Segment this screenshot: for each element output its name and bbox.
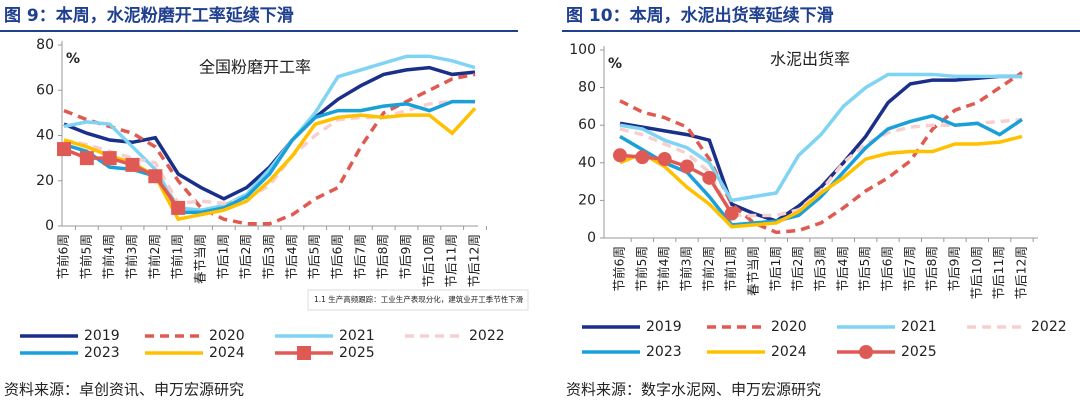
point [702,170,717,185]
x-tick-label: 节后7周 [352,234,367,279]
x-tick-label: 节后8周 [924,246,939,291]
y-unit: % [608,56,622,72]
x-tick-label: 节前6周 [612,246,627,291]
chart-title: 图 10：本周，水泥出货率延续下滑 [566,5,834,26]
x-tick-label: 节后12周 [1014,246,1029,299]
x-tick-label: 节前1周 [723,246,738,291]
y-tick-label: 40 [578,155,596,171]
x-tick-label: 节后5周 [307,234,322,279]
point [680,159,694,174]
legend-label: 2019 [646,319,682,335]
point [148,169,163,184]
x-tick-label: 节后1周 [768,246,783,291]
point [79,151,94,166]
overlay-note: 1.1 生产高频跟踪：工业生产表现分化，建筑业开工季节性下滑 [314,294,524,304]
point [125,157,140,172]
x-tick-label: 节后10周 [969,246,984,299]
x-tick-label: 节后4周 [284,234,299,279]
x-tick-label: 节前4周 [101,234,116,279]
chart-title: 图 9：本周，水泥粉磨开工率延续下滑 [4,5,294,26]
x-tick-label: 节前2周 [701,246,716,291]
legend-label: 2020 [771,319,807,335]
y-tick-label: 80 [36,37,54,53]
x-tick-label: 节后5周 [857,246,872,291]
legend-label: 2022 [1031,319,1067,335]
point [171,200,186,215]
legend-label: 2022 [469,328,505,344]
x-tick-label: 节后11周 [444,234,459,287]
x-tick-label: 节后2周 [238,234,253,279]
series-line [619,72,1022,203]
series-line [63,54,476,212]
legend-label: 2021 [339,328,375,344]
x-tick-label: 节后6周 [330,234,345,279]
series-line [63,72,476,226]
legend-label: 2025 [901,344,937,360]
legend-marker [297,346,311,360]
title-rule [562,30,1080,32]
legend-label: 2023 [84,345,120,361]
x-tick-label: 节后8周 [375,234,390,279]
y-tick-label: 100 [569,42,596,58]
x-tick-label: 节后9周 [398,234,413,279]
point [724,206,739,221]
point [57,142,71,157]
annotation: 水泥出货率 [770,50,850,69]
x-tick-label: 节后9周 [947,246,962,291]
source: 资料来源：数字水泥网、申万宏源研究 [566,381,821,399]
x-tick-label: 节后7周 [902,246,917,291]
legend-label: 2025 [339,345,375,361]
legend-label: 2020 [209,328,245,344]
source: 资料来源：卓创资讯、申万宏源研究 [4,381,244,399]
point [635,150,650,165]
y-tick-label: 40 [36,128,54,144]
y-tick-label: 60 [36,82,54,98]
x-tick-label: 节后12周 [467,234,482,287]
x-tick-label: 节后6周 [880,246,895,291]
x-tick-label: 节后2周 [790,246,805,291]
legend-label: 2024 [771,344,807,360]
x-tick-label: 节后10周 [421,234,436,287]
point [613,148,627,163]
x-tick-label: 节后3周 [261,234,276,279]
series-line [619,71,1023,235]
point [102,151,117,166]
x-tick-label: 节前3周 [679,246,694,291]
y-tick-label: 0 [587,230,596,246]
x-tick-label: 节后1周 [215,234,230,279]
y-tick-label: 60 [578,117,596,133]
y-tick-label: 80 [578,80,596,96]
x-tick-label: 节前5周 [78,234,93,279]
point [657,152,672,167]
legend-label: 2019 [84,328,120,344]
x-tick-label: 春节当周 [193,234,208,284]
series-line [619,134,1023,229]
legend-label: 2021 [901,319,937,335]
x-tick-label: 节前1周 [170,234,185,279]
x-tick-label: 节前6周 [56,234,71,279]
x-tick-label: 节前3周 [124,234,139,279]
y-tick-label: 0 [45,218,54,234]
x-tick-label: 节前5周 [634,246,649,291]
title-rule [0,30,518,32]
x-tick-label: 节后11周 [991,246,1006,299]
y-unit: % [66,51,80,67]
legend-marker [859,345,873,359]
x-tick-label: 节前2周 [147,234,162,279]
x-tick-label: 节后3周 [813,246,828,291]
legend-label: 2023 [646,344,682,360]
series-line [619,74,1022,224]
x-tick-label: 节后4周 [835,246,850,291]
overlay-box [307,289,529,311]
x-tick-label: 节前4周 [656,246,671,291]
x-tick-label: 春节当周 [746,246,761,296]
annotation: 全国粉磨开工率 [199,58,311,77]
y-tick-label: 20 [578,192,596,208]
legend-label: 2024 [209,345,245,361]
y-tick-label: 20 [36,173,54,189]
